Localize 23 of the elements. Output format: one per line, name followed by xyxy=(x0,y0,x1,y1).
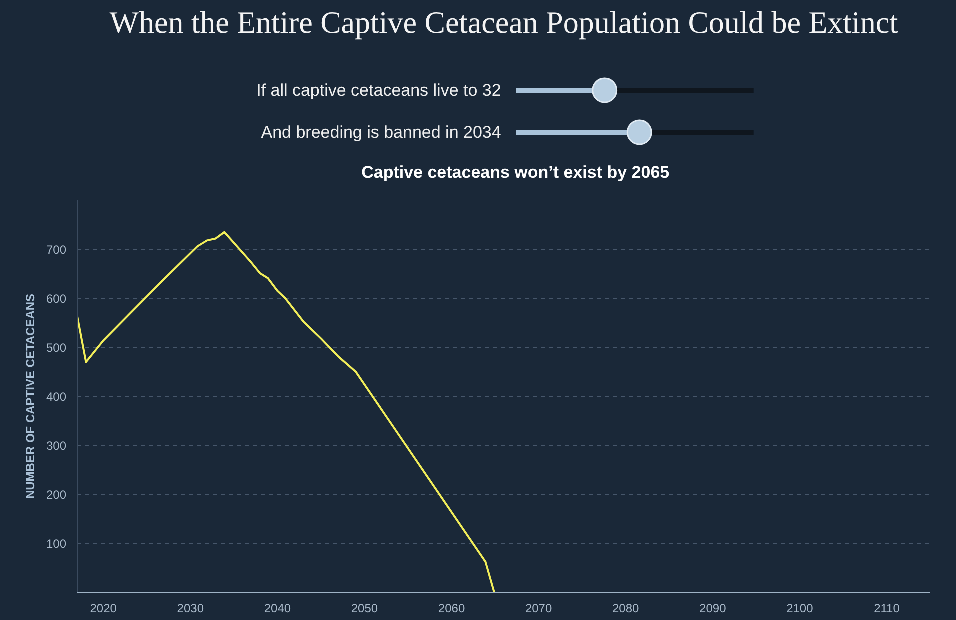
x-tick-label: 2100 xyxy=(786,602,814,616)
x-tick-label: 2040 xyxy=(264,602,292,616)
x-tick-label: 2110 xyxy=(874,602,900,616)
y-tick-label: 300 xyxy=(46,439,67,453)
text: Captive cetaceans won’t exist by 2065 xyxy=(362,163,670,182)
y-tick-label: 400 xyxy=(46,390,67,404)
y-axis-title: NUMBER OF CAPTIVE CETACEANS xyxy=(23,294,38,500)
y-tick-label: 600 xyxy=(46,292,67,306)
y-tick-label: 200 xyxy=(46,488,67,502)
text: If all captive cetaceans live to 32 xyxy=(256,81,502,100)
chart-title: When the Entire Captive Cetacean Population Could be Extinct xyxy=(110,5,899,40)
x-tick-label: 2090 xyxy=(700,602,727,616)
y-tick-label: 700 xyxy=(46,243,67,257)
x-tick-label: 2030 xyxy=(177,602,204,616)
line-series xyxy=(78,231,496,592)
x-tick-label: 2060 xyxy=(438,602,466,616)
y-tick-label: 500 xyxy=(46,341,67,355)
text: And breeding is banned in 2034 xyxy=(261,123,502,142)
x-tick-label: 2070 xyxy=(525,602,552,616)
y-tick-label: 100 xyxy=(46,537,67,551)
x-tick-label: 2050 xyxy=(351,602,378,616)
x-tick-label: 2080 xyxy=(612,602,640,616)
x-tick-label: 2020 xyxy=(90,602,118,616)
